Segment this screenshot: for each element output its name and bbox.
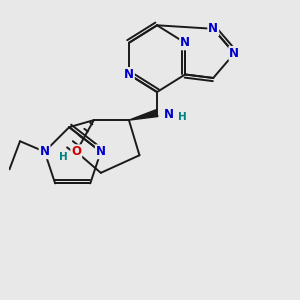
Text: H: H [58, 152, 67, 162]
Text: H: H [178, 112, 187, 122]
Text: N: N [180, 36, 190, 50]
Text: N: N [229, 47, 239, 60]
Text: N: N [208, 22, 218, 35]
Text: N: N [124, 68, 134, 81]
Text: N: N [40, 145, 50, 158]
Polygon shape [129, 110, 158, 120]
Text: N: N [164, 108, 174, 122]
Text: N: N [96, 145, 106, 158]
Text: O: O [71, 145, 81, 158]
